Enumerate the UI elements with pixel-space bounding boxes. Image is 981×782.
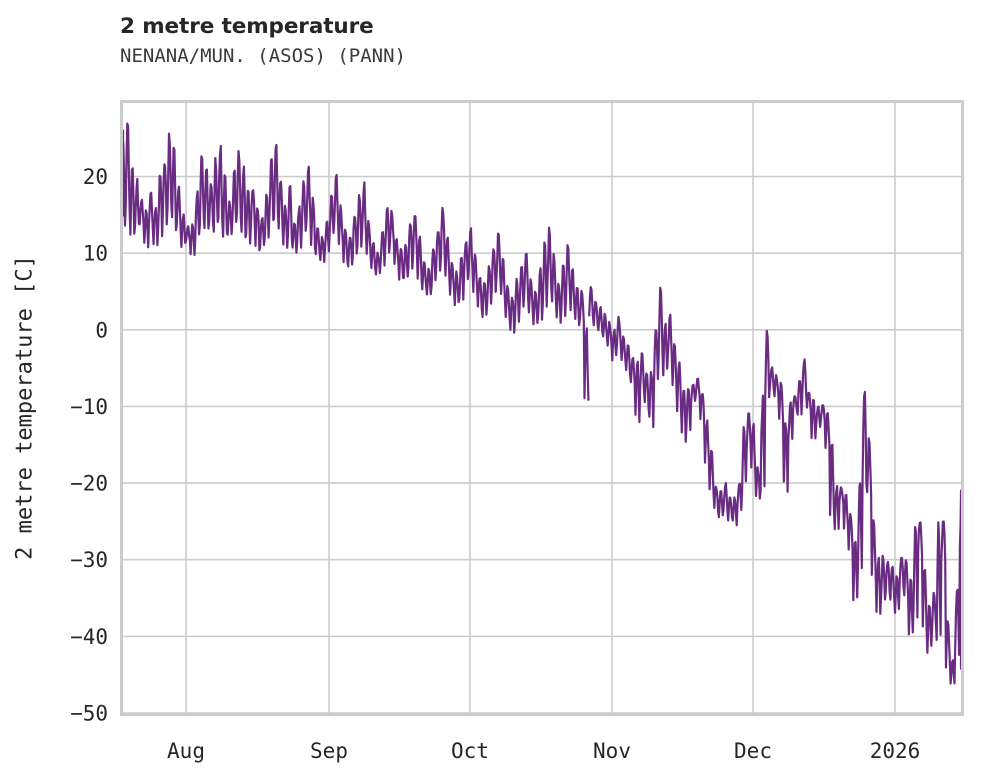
temperature-line: [123, 122, 590, 401]
x-tick-label: Nov: [593, 739, 631, 763]
y-tick-labels: 20 10 0 −10 −20 −30 −40 −50: [70, 165, 108, 725]
y-tick-label: 10: [83, 242, 108, 266]
x-tick-labels: Aug Sep Oct Nov Dec 2026: [167, 739, 920, 763]
y-tick-label: −40: [70, 625, 108, 649]
x-tick-label: Aug: [167, 739, 205, 763]
plot-border: [120, 100, 964, 716]
page-title: 2 metre temperature: [120, 14, 374, 39]
x-tick-label: 2026: [870, 739, 921, 763]
y-tick-label: 0: [95, 318, 108, 342]
temperature-line: [588, 286, 961, 685]
x-tick-label: Oct: [451, 739, 489, 763]
y-tick-label: −30: [70, 548, 108, 572]
y-tick-label: 20: [83, 165, 108, 189]
y-gridlines: [123, 175, 961, 714]
title-block: 2 metre temperature NENANA/MUN. (ASOS) (…: [120, 14, 960, 68]
x-gridlines: [185, 103, 896, 713]
x-tick-label: Sep: [310, 739, 348, 763]
y-tick-label: −10: [70, 395, 108, 419]
y-tick-label: −50: [70, 702, 108, 726]
chart-subtitle: NENANA/MUN. (ASOS) (PANN): [120, 45, 406, 67]
x-tick-label: Dec: [734, 739, 772, 763]
y-tick-label: −20: [70, 472, 108, 496]
temperature-series: [123, 122, 961, 685]
